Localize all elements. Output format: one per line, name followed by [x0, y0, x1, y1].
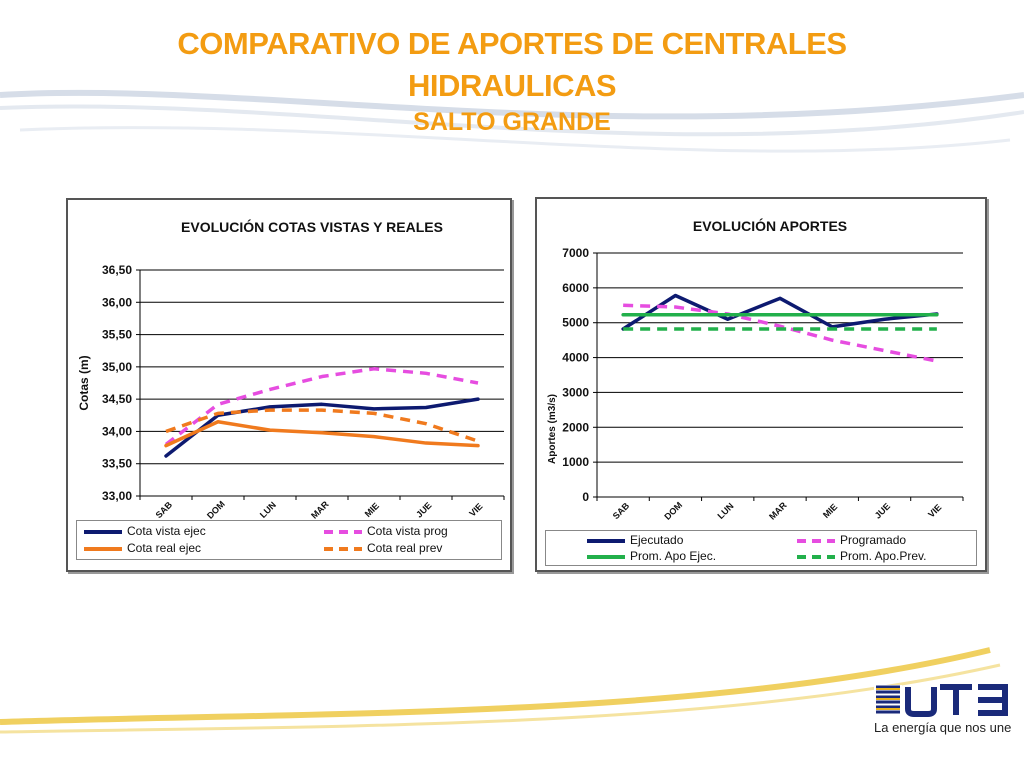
y-tick-label: 36,00 [102, 295, 132, 309]
x-tick-label: MAR [309, 499, 331, 521]
legend-label: Cota vista prog [367, 524, 448, 538]
legend-label: Ejecutado [630, 533, 684, 547]
legend-item: Ejecutado [586, 532, 683, 548]
legend-swatch [324, 546, 362, 551]
x-tick-label: DOM [205, 499, 227, 521]
legend-swatch [587, 554, 625, 559]
x-tick-label: MIE [363, 501, 381, 519]
chart-aportes-title: EVOLUCIÓN APORTES [693, 217, 847, 234]
legend-swatch [84, 529, 122, 534]
series-line-1 [623, 303, 938, 363]
series-line-0 [621, 293, 939, 331]
slide-title-line1: COMPARATIVO DE APORTES DE CENTRALES [177, 26, 847, 61]
y-tick-label: 7000 [562, 246, 589, 260]
legend-item: Prom. Apo.Prev. [796, 548, 926, 564]
legend-label: Cota real prev [367, 541, 443, 555]
legend-label: Prom. Apo.Prev. [840, 549, 927, 563]
x-tick-label: MIE [821, 502, 839, 520]
chart-cotas-panel: EVOLUCIÓN COTAS VISTAS Y REALES 33,00 33,5… [66, 198, 512, 572]
chart-cotas-title: EVOLUCIÓN COTAS VISTAS Y REALES [181, 218, 443, 235]
chart-aportes-legend: Ejecutado Programado Prom. Apo Ejec. Prom. … [545, 530, 977, 566]
slide-subtitle: SALTO GRANDE [413, 108, 611, 136]
legend-item: Programado [796, 532, 906, 548]
legend-swatch [84, 546, 122, 551]
x-tick-label: LUN [716, 501, 736, 521]
y-tick-label: 36,50 [102, 263, 132, 277]
legend-swatch [324, 529, 362, 534]
legend-label: Cota vista ejec [127, 524, 206, 538]
legend-label: Prom. Apo Ejec. [630, 549, 717, 563]
chart-cotas-legend: Cota vista ejec Cota vista prog Cota real … [76, 520, 502, 560]
legend-item: Prom. Apo Ejec. [586, 548, 716, 564]
legend-swatch [797, 554, 835, 559]
legend-item: Cota vista prog [323, 523, 448, 539]
x-tick-label: MAR [767, 500, 789, 522]
y-tick-label: 34,50 [102, 392, 132, 406]
series-line-1 [164, 367, 479, 446]
x-tick-label: SAB [154, 499, 175, 520]
x-tick-label: SAB [611, 500, 632, 521]
y-tick-label: 33,00 [102, 489, 132, 503]
y-tick-label: 0 [582, 490, 589, 504]
chart-cotas-svg: EVOLUCIÓN COTAS VISTAS Y REALES 33,00 33,5… [77, 218, 505, 521]
y-tick-label: 4000 [562, 351, 589, 365]
x-tick-label: LUN [258, 500, 278, 520]
y-tick-label: 34,00 [102, 424, 132, 438]
tagline: La energía que nos une [874, 720, 1012, 735]
series-line-0 [164, 397, 480, 458]
legend-label: Cota real ejec [127, 541, 202, 555]
series-line-2 [164, 419, 480, 448]
legend-swatch [587, 538, 625, 543]
slide-title-line2: HIDRAULICAS [407, 68, 617, 103]
y-tick-label: 5000 [562, 316, 589, 330]
y-tick-label: 3000 [562, 385, 589, 399]
x-tick-label: JUE [414, 500, 433, 519]
legend-item: Cota real ejec [83, 540, 201, 556]
legend-item: Cota real prev [323, 540, 442, 556]
y-tick-label: 35,50 [102, 328, 132, 342]
x-tick-label: JUE [873, 501, 892, 520]
chart-cotas-ylabel: Cotas (m) [77, 355, 91, 410]
ute-logo-icon [874, 684, 1008, 717]
legend-swatch [797, 538, 835, 543]
x-tick-label: VIE [467, 501, 484, 518]
y-tick-label: 2000 [562, 420, 589, 434]
legend-label: Programado [840, 533, 907, 547]
x-tick-label: VIE [926, 502, 943, 519]
legend-item: Cota vista ejec [83, 523, 206, 539]
x-tick-label: DOM [662, 500, 684, 522]
chart-aportes-svg: EVOLUCIÓN APORTES 0 1000 2000 3000 4000 5000 60… [547, 217, 964, 522]
chart-aportes-ylabel: Aportes (m3/s) [547, 394, 558, 464]
y-tick-label: 6000 [562, 281, 589, 295]
y-tick-label: 33,50 [102, 457, 132, 471]
y-tick-label: 1000 [562, 455, 589, 469]
series-line-3 [165, 408, 479, 443]
chart-aportes-panel: EVOLUCIÓN APORTES 0 1000 2000 3000 4000 5000 60… [535, 197, 987, 572]
y-tick-label: 35,00 [102, 360, 132, 374]
